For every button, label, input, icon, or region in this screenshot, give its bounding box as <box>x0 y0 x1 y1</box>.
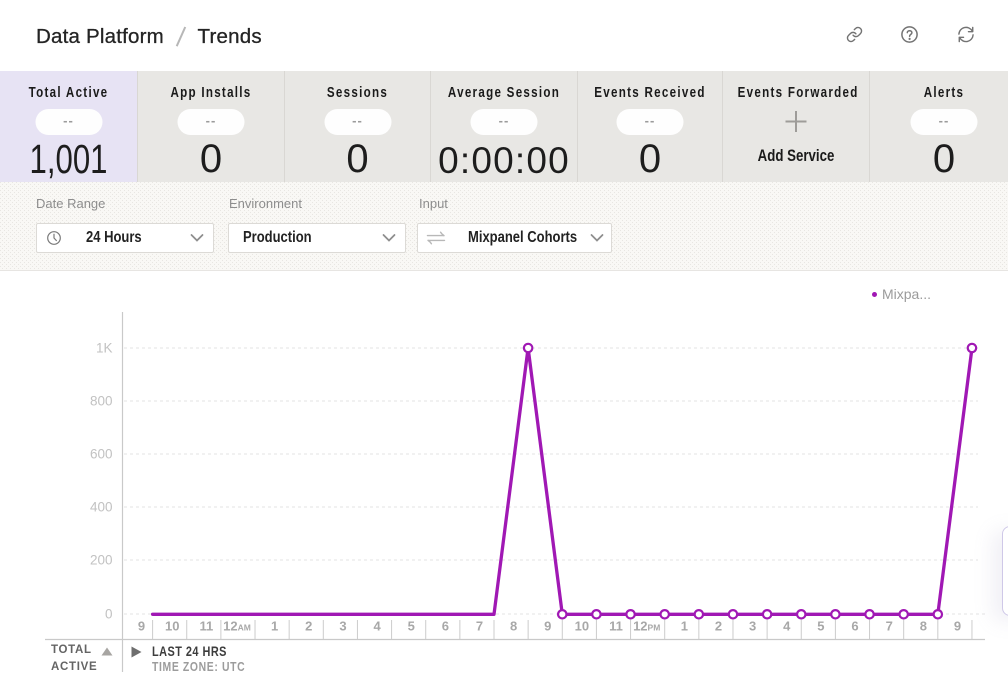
svg-text:12AM: 12AM <box>223 619 251 634</box>
svg-text:1K: 1K <box>96 341 113 356</box>
svg-text:4: 4 <box>373 619 381 634</box>
svg-text:10: 10 <box>165 619 179 634</box>
svg-text:9: 9 <box>544 619 551 634</box>
svg-text:4: 4 <box>783 619 791 634</box>
svg-text:3: 3 <box>749 619 756 634</box>
svg-text:8: 8 <box>920 619 927 634</box>
svg-text:1: 1 <box>271 619 278 634</box>
svg-text:3: 3 <box>339 619 346 634</box>
svg-text:8: 8 <box>510 619 517 634</box>
svg-text:800: 800 <box>90 394 113 409</box>
svg-text:5: 5 <box>817 619 824 634</box>
svg-text:6: 6 <box>442 619 449 634</box>
svg-text:5: 5 <box>408 619 415 634</box>
svg-text:400: 400 <box>90 500 113 515</box>
svg-text:12PM: 12PM <box>633 619 660 634</box>
svg-text:1: 1 <box>681 619 688 634</box>
svg-text:9: 9 <box>954 619 961 634</box>
svg-text:600: 600 <box>90 447 113 462</box>
svg-text:11: 11 <box>200 619 214 634</box>
svg-text:9: 9 <box>138 619 145 634</box>
svg-text:7: 7 <box>476 619 483 634</box>
svg-text:2: 2 <box>305 619 312 634</box>
svg-text:2: 2 <box>715 619 722 634</box>
svg-text:0: 0 <box>105 607 113 622</box>
svg-text:11: 11 <box>609 619 623 634</box>
svg-text:7: 7 <box>886 619 893 634</box>
svg-text:200: 200 <box>90 553 113 568</box>
svg-text:10: 10 <box>575 619 589 634</box>
svg-text:6: 6 <box>851 619 858 634</box>
